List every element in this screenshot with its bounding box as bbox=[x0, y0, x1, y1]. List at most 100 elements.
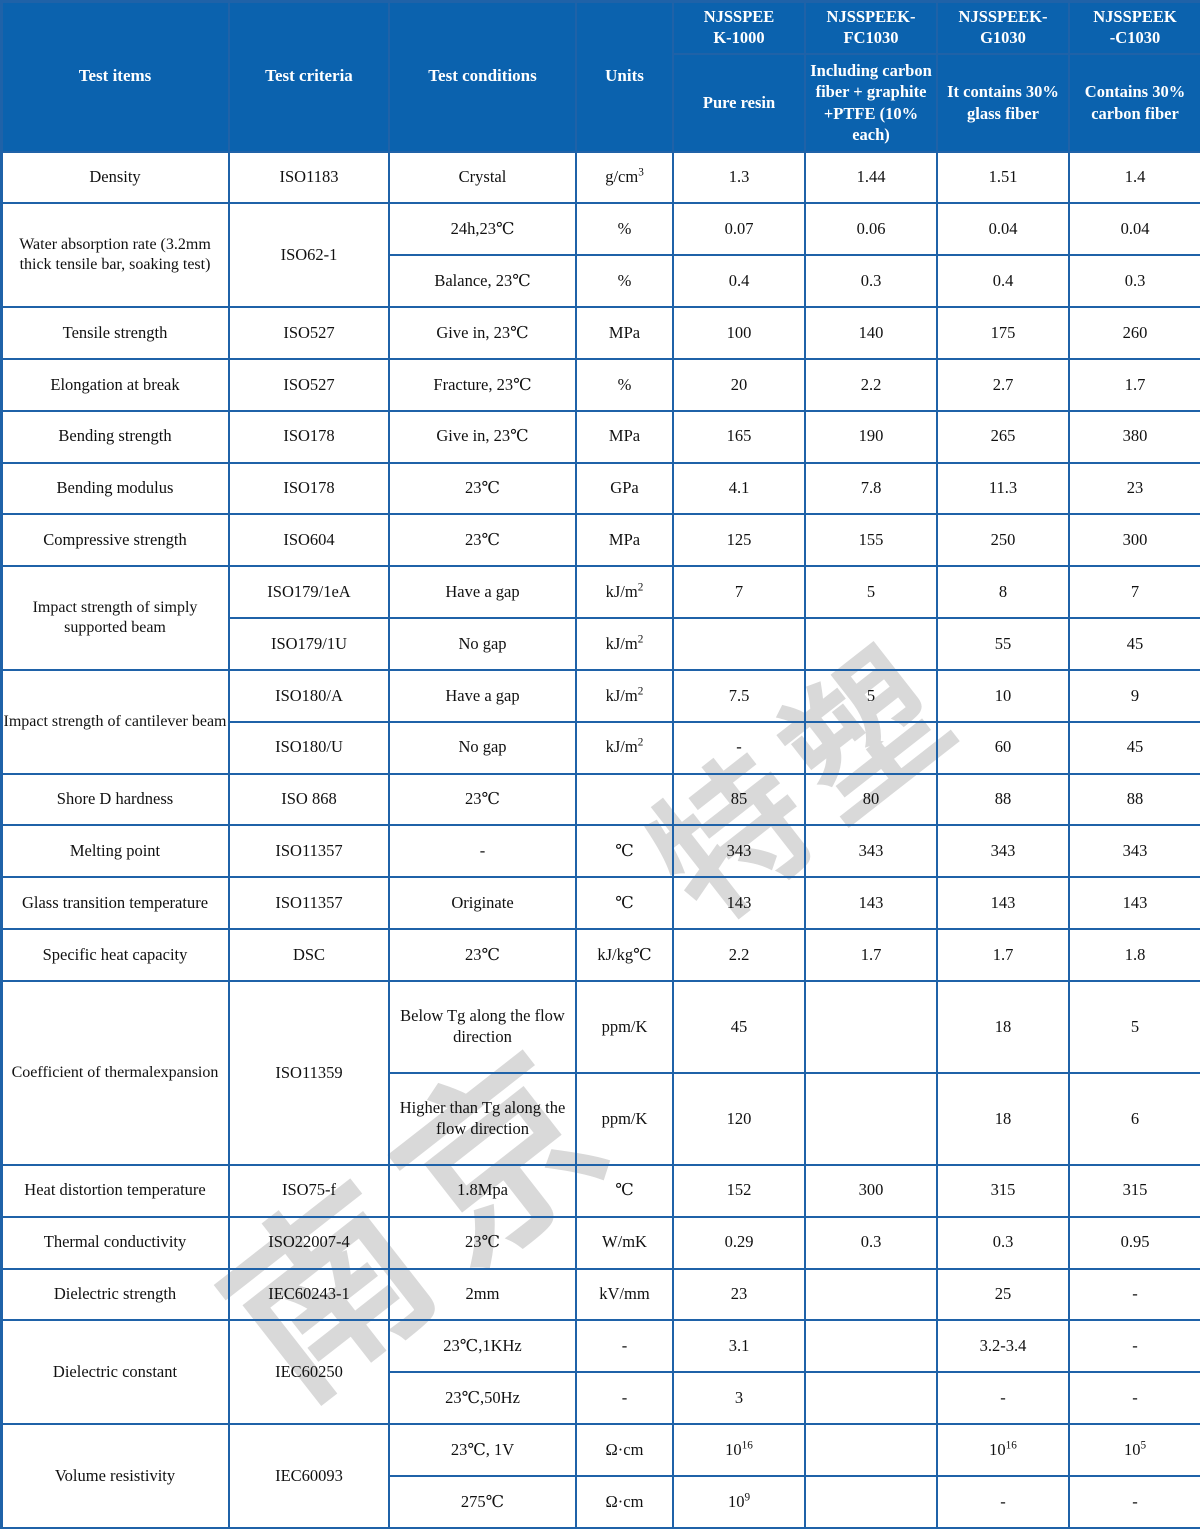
cell-test-item: Elongation at break bbox=[0, 357, 230, 412]
cell-value-product-4: 9 bbox=[1068, 668, 1200, 723]
cell-value-product-2 bbox=[804, 979, 938, 1074]
cell-unit: kV/mm bbox=[575, 1267, 674, 1322]
cell-test-criteria: ISO179/1U bbox=[228, 617, 390, 671]
cell-value-product-4: 6 bbox=[1068, 1071, 1200, 1166]
cell-value-product-2: 300 bbox=[804, 1163, 938, 1218]
cell-test-condition: 23℃, 1V bbox=[388, 1423, 577, 1477]
cell-value-product-1: 7.5 bbox=[672, 668, 806, 723]
cell-value-product-2: 2.2 bbox=[804, 357, 938, 412]
cell-test-condition: 275℃ bbox=[388, 1474, 577, 1529]
cell-value-product-3: 60 bbox=[936, 720, 1070, 775]
cell-test-item: Tensile strength bbox=[0, 306, 230, 360]
cell-test-condition: Have a gap bbox=[388, 565, 577, 620]
cell-value-product-4: 7 bbox=[1068, 565, 1200, 620]
product-3-name-line1: NJSSPEEK- bbox=[958, 7, 1048, 26]
cell-test-condition: Give in, 23℃ bbox=[388, 409, 577, 464]
table-row: Dielectric strength IEC60243-1 2mm kV/mm 23 2… bbox=[0, 1267, 1200, 1322]
cell-test-condition: Higher than Tg along the flow direction bbox=[388, 1071, 577, 1166]
cell-value-product-1: 3 bbox=[672, 1371, 806, 1426]
cell-unit: MPa bbox=[575, 306, 674, 360]
cell-value-product-1: 3.1 bbox=[672, 1319, 806, 1374]
table-row: Impact strength of simply supported beam… bbox=[0, 565, 1200, 671]
cell-value-product-4: 1.8 bbox=[1068, 928, 1200, 982]
cell-value-product-1: 1016 bbox=[672, 1423, 806, 1477]
cell-unit: ppm/K bbox=[575, 1071, 674, 1166]
cell-value-product-3: 1.51 bbox=[936, 150, 1070, 205]
cell-value-product-1: 143 bbox=[672, 876, 806, 931]
cell-value-product-3: 143 bbox=[936, 876, 1070, 931]
cell-value-product-1: 23 bbox=[672, 1267, 806, 1322]
cell-value-product-1: 85 bbox=[672, 772, 806, 827]
table-row: 23℃,50Hz -3- - bbox=[1, 1371, 1200, 1426]
table-row: 275℃ Ω·cm 109 - - bbox=[1, 1474, 1200, 1529]
cell-unit: - bbox=[575, 1319, 674, 1374]
header-product-2: NJSSPEEK- FC1030 bbox=[804, 0, 938, 55]
cell-unit: % bbox=[575, 202, 674, 257]
cell-test-criteria: ISO178 bbox=[228, 409, 390, 464]
cell-test-criteria: ISO22007-4 bbox=[228, 1215, 390, 1270]
cell-test-condition: 23℃ bbox=[388, 513, 577, 568]
product-2-name-line1: NJSSPEEK- bbox=[826, 7, 916, 26]
cell-value-product-3: 175 bbox=[936, 306, 1070, 360]
cell-unit: Ω·cm bbox=[575, 1423, 674, 1477]
cell-test-condition: Have a gap bbox=[388, 668, 577, 723]
cell-test-condition: Fracture, 23℃ bbox=[388, 357, 577, 412]
cell-test-criteria: DSC bbox=[228, 928, 390, 982]
cell-unit: W/mK bbox=[575, 1215, 674, 1270]
cell-value-product-3: 10 bbox=[936, 668, 1070, 723]
table-row: Density ISO1183 Crystal g/cm3 1.3 1.44 1.51 1.4 bbox=[0, 150, 1200, 205]
cell-test-criteria: IEC60243-1 bbox=[228, 1267, 390, 1322]
cell-test-item: Glass transition temperature bbox=[0, 876, 230, 931]
cell-value-product-3: - bbox=[936, 1474, 1070, 1529]
cell-value-product-2 bbox=[804, 720, 938, 775]
cell-test-condition: 1.8Mpa bbox=[388, 1163, 577, 1218]
cell-test-item: Shore D hardness bbox=[0, 772, 230, 827]
cell-test-condition: 23℃ bbox=[388, 772, 577, 827]
cell-unit: MPa bbox=[575, 409, 674, 464]
cell-unit: ℃ bbox=[575, 876, 674, 931]
cell-value-product-2 bbox=[804, 1071, 938, 1166]
cell-value-product-1: 0.07 bbox=[672, 202, 806, 257]
cell-value-product-1: 20 bbox=[672, 357, 806, 412]
cell-test-item: Melting point bbox=[0, 824, 230, 879]
cell-test-criteria: ISO1183 bbox=[228, 150, 390, 205]
cell-test-criteria: ISO527 bbox=[228, 306, 390, 360]
cell-value-product-2: 5 bbox=[804, 565, 938, 620]
product-1-name-line1: NJSSPEE bbox=[703, 7, 775, 26]
header-product-2-description: Including carbon fiber + graphite +PTFE … bbox=[804, 52, 938, 153]
table-row: Heat distortion temperature ISO75-f 1.8Mpa… bbox=[0, 1163, 1200, 1218]
cell-test-item: Dielectric constant bbox=[0, 1319, 230, 1426]
cell-value-product-4: 1.4 bbox=[1068, 150, 1200, 205]
cell-value-product-2 bbox=[804, 617, 938, 671]
header-row-primary: Test items Test criteria Test conditions… bbox=[0, 0, 1200, 153]
cell-value-product-1: 165 bbox=[672, 409, 806, 464]
header-test-conditions: Test conditions bbox=[388, 0, 577, 153]
cell-value-product-2 bbox=[804, 1474, 938, 1529]
cell-value-product-3: 88 bbox=[936, 772, 1070, 827]
cell-value-product-1: 0.29 bbox=[672, 1215, 806, 1270]
cell-test-item: Impact strength of cantilever beam bbox=[0, 668, 230, 775]
cell-unit: kJ/m2 bbox=[575, 565, 674, 620]
cell-test-item: Bending strength bbox=[0, 409, 230, 464]
table-row: Volume resistivity IEC60093 23℃, 1V Ω·cm 101… bbox=[0, 1423, 1200, 1529]
cell-test-criteria: ISO62-1 bbox=[228, 202, 390, 309]
cell-value-product-2: 1.44 bbox=[804, 150, 938, 205]
cell-unit: ℃ bbox=[575, 1163, 674, 1218]
table-row: Melting point ISO11357- ℃ 343 343 343 343 bbox=[0, 824, 1200, 879]
cell-value-product-3: 343 bbox=[936, 824, 1070, 879]
cell-value-product-3: 0.04 bbox=[936, 202, 1070, 257]
cell-value-product-3: 11.3 bbox=[936, 461, 1070, 516]
cell-test-criteria: ISO179/1eA bbox=[228, 565, 390, 620]
cell-value-product-4: - bbox=[1068, 1267, 1200, 1322]
cell-value-product-4: 380 bbox=[1068, 409, 1200, 464]
cell-value-product-4: 300 bbox=[1068, 513, 1200, 568]
cell-test-condition: Give in, 23℃ bbox=[388, 306, 577, 360]
cell-test-criteria: ISO180/U bbox=[228, 720, 390, 775]
cell-test-condition: No gap bbox=[388, 720, 577, 775]
header-product-3-description: It contains 30% glass fiber bbox=[936, 52, 1070, 153]
cell-value-product-4: 260 bbox=[1068, 306, 1200, 360]
cell-test-criteria: ISO11359 bbox=[228, 979, 390, 1166]
cell-value-product-3: 2.7 bbox=[936, 357, 1070, 412]
cell-unit: Ω·cm bbox=[575, 1474, 674, 1529]
